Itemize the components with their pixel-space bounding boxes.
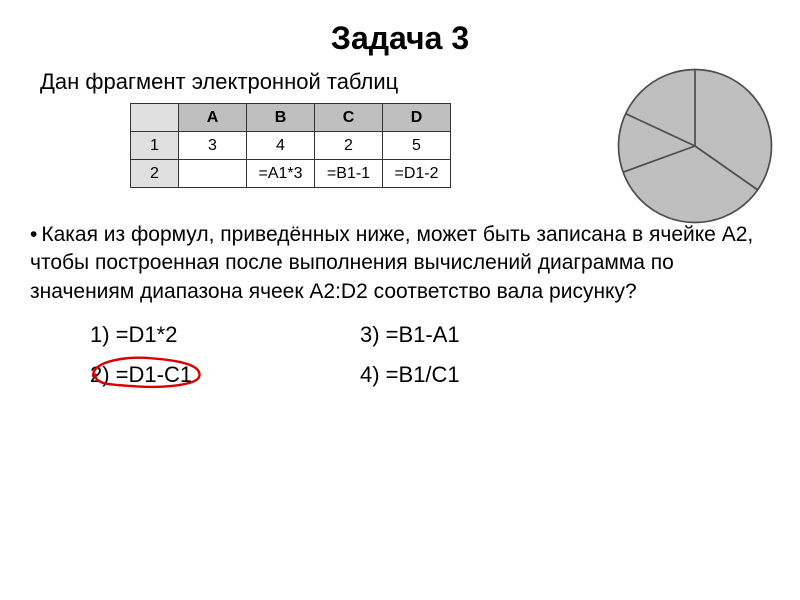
- hdr-D: D: [383, 104, 451, 132]
- question-body: Какая из формул, приведённых ниже, может…: [30, 223, 753, 303]
- option-4: 4) =B1/C1: [360, 362, 460, 388]
- cell-B1: 4: [247, 132, 315, 160]
- hdr-blank: [131, 104, 179, 132]
- cell-C1: 2: [315, 132, 383, 160]
- table-row-container: A B C D 1 3 4 2 5 2 =A1*3 =B1-1 =D1-2: [30, 103, 770, 213]
- cell-A2: [179, 160, 247, 188]
- pie-chart: [610, 61, 780, 231]
- cell-B2: =A1*3: [247, 160, 315, 188]
- hdr-A: A: [179, 104, 247, 132]
- hdr-B: B: [247, 104, 315, 132]
- cell-D2: =D1-2: [383, 160, 451, 188]
- option-1: 1) =D1*2: [90, 322, 177, 348]
- spreadsheet-table: A B C D 1 3 4 2 5 2 =A1*3 =B1-1 =D1-2: [130, 103, 451, 188]
- option-3: 3) =B1-A1: [360, 322, 460, 348]
- cell-C2: =B1-1: [315, 160, 383, 188]
- row1-hdr: 1: [131, 132, 179, 160]
- hdr-C: C: [315, 104, 383, 132]
- row2-hdr: 2: [131, 160, 179, 188]
- cell-D1: 5: [383, 132, 451, 160]
- cell-A1: 3: [179, 132, 247, 160]
- bullet-icon: •: [30, 221, 37, 249]
- page-title: Задача 3: [30, 20, 770, 57]
- answer-options: 1) =D1*2 2) =D1-C1 3) =B1-A1 4) =B1/C1: [30, 322, 770, 412]
- question-text: •Какая из формул, приведённых ниже, може…: [30, 221, 770, 306]
- answer-circle-icon: [70, 352, 220, 392]
